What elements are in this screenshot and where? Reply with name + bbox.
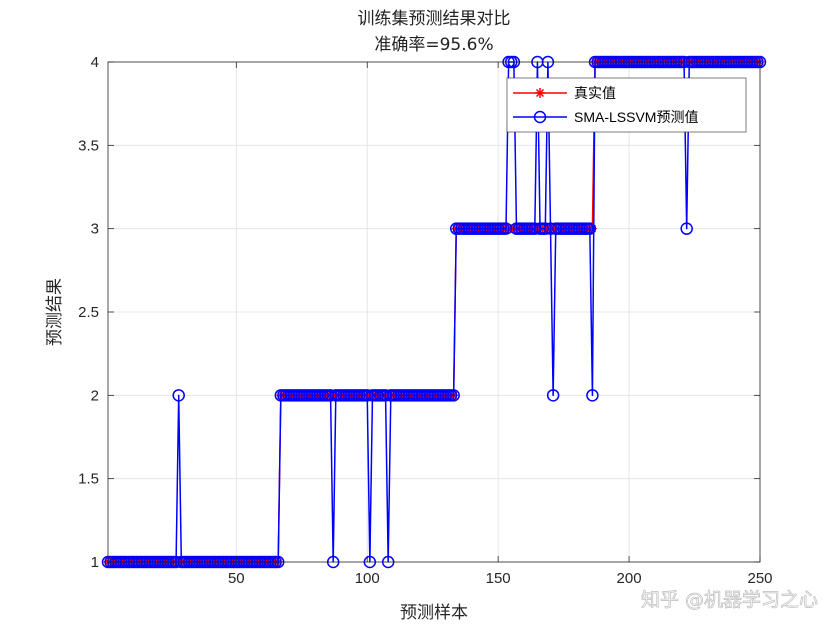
- y-tick-label: 3: [91, 221, 99, 238]
- data-point: [172, 389, 185, 402]
- x-tick-label: 50: [228, 570, 245, 587]
- x-tick-label: 200: [617, 570, 642, 587]
- x-tick-label: 100: [355, 570, 380, 587]
- x-axis-label: 预测样本: [400, 603, 468, 623]
- y-tick-label: 3.5: [78, 137, 99, 154]
- data-point: [447, 389, 460, 402]
- y-tick-label: 4: [91, 54, 99, 71]
- data-point: [583, 222, 597, 235]
- legend-marker-circle: [533, 110, 547, 124]
- y-tick-label: 1.5: [78, 471, 99, 488]
- y-axis-ticks: 1 1.5 2 2.5 3 3.5 4: [78, 54, 760, 571]
- chart-title: 训练集预测结果对比: [358, 9, 511, 29]
- legend-box: [506, 77, 747, 133]
- data-point: [586, 389, 599, 402]
- y-tick-label: 2: [91, 387, 99, 404]
- data-point: [546, 389, 560, 402]
- watermark: 知乎 @机器学习之心: [641, 589, 818, 611]
- y-tick-label: 1: [91, 554, 99, 571]
- chart-subtitle: 准确率=95.6%: [374, 35, 493, 55]
- x-axis-ticks: 50 100 150 200 250: [228, 62, 773, 587]
- y-axis-label: 预测结果: [45, 278, 65, 346]
- x-tick-label: 150: [486, 570, 511, 587]
- legend-label-true: 真实值: [574, 85, 616, 101]
- legend-label-pred: SMA-LSSVM预测值: [574, 109, 698, 125]
- data-point: [680, 222, 693, 235]
- y-tick-label: 2.5: [78, 304, 99, 321]
- grid: [108, 61, 761, 563]
- legend-marker-asterisk: [535, 88, 545, 98]
- legend: 真实值 SMA-LSSVM预测值: [506, 77, 747, 133]
- x-tick-label: 250: [747, 570, 772, 587]
